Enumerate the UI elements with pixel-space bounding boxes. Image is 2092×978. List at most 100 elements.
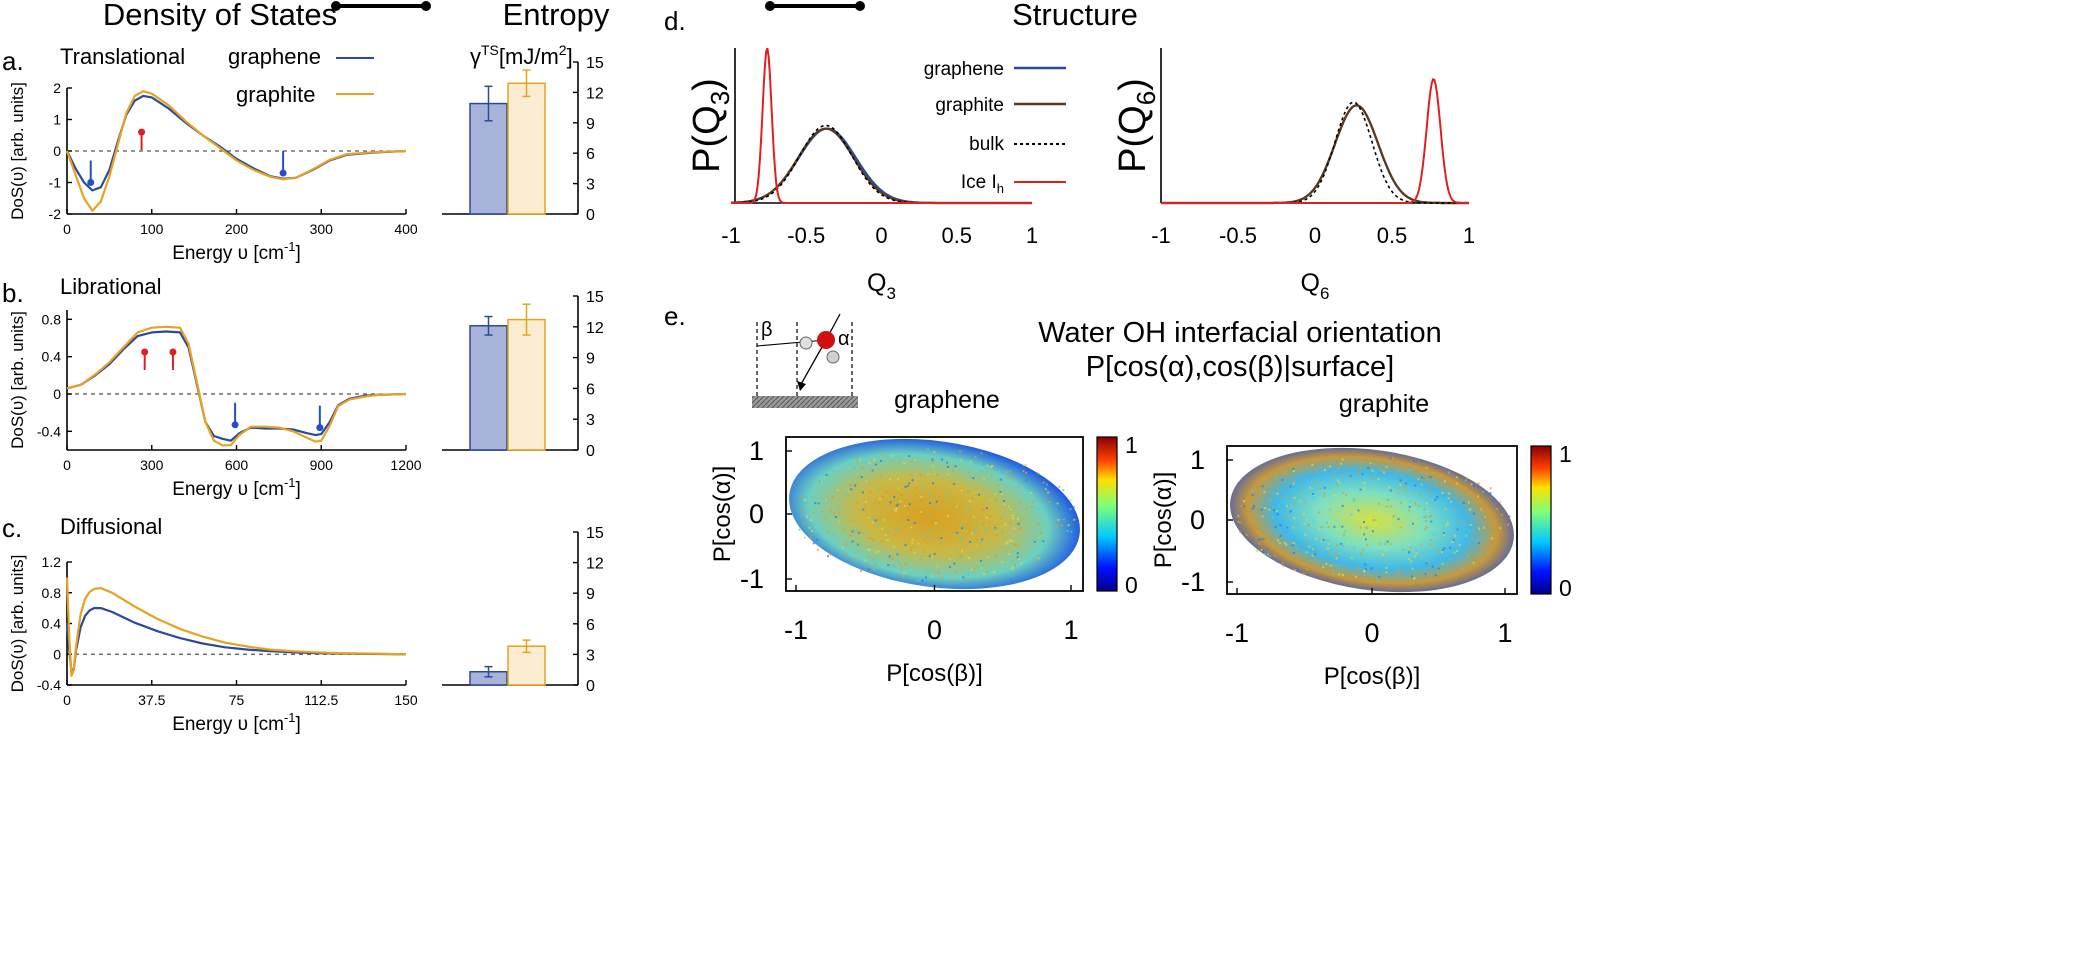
heatmap-speckle — [1000, 517, 1003, 520]
heatmap-speckle — [1495, 507, 1498, 510]
schematic-hydrogen-2 — [826, 350, 840, 364]
heatmap-speckle — [980, 452, 983, 455]
heatmap-speckle — [884, 468, 887, 471]
heatmap-speckle — [991, 466, 994, 469]
heatmap-speckle — [948, 499, 950, 502]
heatmap-speckle — [1337, 479, 1340, 482]
heatmap-speckle — [917, 451, 920, 454]
heatmap-speckle — [1271, 516, 1274, 518]
y-tick-label: -2 — [49, 206, 62, 222]
heatmap-speckle — [1256, 549, 1259, 552]
heatmap-speckle — [856, 529, 859, 532]
heatmap-speckle — [1389, 518, 1392, 521]
heatmap-speckle — [1060, 503, 1063, 505]
y-axis-label-main: P(Q — [1112, 105, 1154, 173]
heatmap-speckle — [1382, 471, 1385, 474]
x-axis-label: Q6 — [1301, 269, 1330, 303]
heatmap-speckle — [1374, 471, 1377, 474]
heatmap-speckle — [896, 503, 899, 506]
y-axis-label-end: ) — [686, 78, 728, 91]
heatmap-speckle — [1359, 552, 1362, 555]
heatmap-speckle — [1356, 522, 1359, 525]
heatmap-speckle — [991, 465, 994, 467]
heatmap-speckle — [1354, 575, 1357, 578]
heatmap-speckle — [895, 505, 898, 508]
heatmap-speckle — [1446, 521, 1449, 524]
arrow-marker-down-head — [231, 421, 239, 429]
heatmap-speckle — [923, 534, 926, 536]
heatmap-speckle — [1323, 492, 1326, 495]
heatmap-speckle — [925, 535, 928, 538]
heatmap-speckle — [960, 549, 963, 552]
heatmap-speckle — [1428, 487, 1431, 490]
heatmap-speckle — [866, 548, 869, 551]
structure-legend: graphene graphite bulk Ice Ih — [924, 59, 1066, 196]
subtitle-translational: Translational — [60, 44, 185, 69]
x-tick-label: 0 — [63, 221, 71, 237]
heatmap-speckle — [1001, 493, 1004, 496]
heatmap-speckle — [868, 568, 870, 571]
heatmap-speckle — [1432, 533, 1435, 536]
heatmap-speckle — [1258, 542, 1261, 545]
heatmap-speckle — [1329, 553, 1332, 556]
heatmap-speckle — [1437, 550, 1440, 553]
subtitle-librational: Librational — [60, 274, 162, 299]
heatmap-speckle — [1437, 569, 1440, 572]
heatmap-speckle — [1067, 524, 1070, 527]
heatmap-speckle — [1451, 541, 1454, 544]
heatmap-speckle — [1489, 487, 1492, 490]
heatmap-speckle — [910, 547, 913, 549]
heatmap-speckle — [1338, 514, 1341, 517]
heatmap-speckle — [1022, 470, 1025, 472]
heatmap-speckle — [839, 552, 841, 555]
heatmap-speckle — [931, 465, 934, 468]
heatmap-speckle — [928, 494, 931, 497]
heatmap-speckle — [865, 480, 868, 483]
heatmap-speckle — [843, 528, 846, 531]
heatmap-speckle — [861, 491, 864, 494]
heatmap-speckle — [971, 532, 974, 535]
heatmap-speckle — [924, 469, 927, 472]
heatmap-speckle — [1318, 527, 1321, 530]
x-tick-label: -0.5 — [787, 223, 825, 248]
heatmap-speckle — [1348, 476, 1351, 479]
heatmap-speckle — [981, 538, 984, 541]
heatmap-speckle — [1362, 480, 1365, 482]
series-line-graphite — [65, 90, 407, 212]
heatmap-speckle — [1400, 501, 1403, 504]
heatmap-speckle — [1477, 495, 1479, 498]
heatmap-speckle — [1279, 534, 1282, 537]
heatmap-speckle — [1251, 490, 1254, 493]
heatmap-speckle — [1258, 531, 1260, 534]
heatmap-speckle — [981, 516, 983, 519]
heatmap-speckle — [891, 558, 894, 561]
x-tick-label: 900 — [310, 457, 334, 473]
panel-label-a: a. — [2, 46, 24, 76]
x-tick-label: 300 — [310, 221, 334, 237]
heatmap-speckle — [1424, 520, 1427, 523]
heatmap-speckle — [1261, 485, 1264, 488]
heatmap-speckle — [960, 459, 963, 462]
heatmap-speckle — [1386, 498, 1389, 501]
heatmap-speckle — [872, 517, 875, 520]
heatmap-speckle — [919, 558, 922, 561]
heatmap-speckle — [854, 484, 856, 487]
heatmap-speckle — [823, 518, 826, 521]
x-tick-label: 200 — [225, 221, 249, 237]
heatmap-speckle — [1343, 530, 1346, 533]
heatmap-speckle — [961, 527, 964, 530]
y-tick-label: 0 — [53, 646, 61, 662]
heatmap-speckle — [864, 501, 867, 503]
heatmap-speckle — [1385, 571, 1388, 574]
heatmap-speckle — [1370, 567, 1373, 570]
heatmap-speckle — [882, 496, 885, 499]
heatmap-speckle — [924, 538, 926, 541]
heatmap-speckle — [867, 537, 870, 540]
heatmap-speckle — [1043, 544, 1046, 547]
heatmap-speckle — [897, 487, 900, 490]
heatmap-speckle — [868, 548, 871, 551]
x-tick-label: 1 — [1497, 618, 1512, 648]
heatmap-speckle — [1429, 543, 1432, 546]
heatmap-speckle — [983, 573, 986, 576]
heatmap-speckle — [933, 473, 936, 476]
